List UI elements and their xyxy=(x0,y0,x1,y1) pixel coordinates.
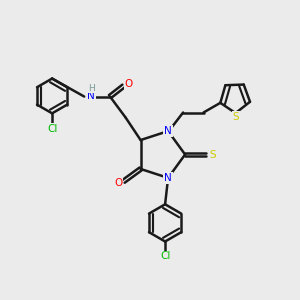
Text: O: O xyxy=(114,178,122,188)
Text: S: S xyxy=(233,112,239,122)
Text: N: N xyxy=(164,126,172,136)
Text: S: S xyxy=(209,149,216,160)
Text: Cl: Cl xyxy=(47,124,57,134)
Text: O: O xyxy=(124,79,133,89)
Text: Cl: Cl xyxy=(160,251,170,262)
Text: H: H xyxy=(88,84,94,93)
Text: N: N xyxy=(87,91,95,101)
Text: N: N xyxy=(164,173,172,183)
